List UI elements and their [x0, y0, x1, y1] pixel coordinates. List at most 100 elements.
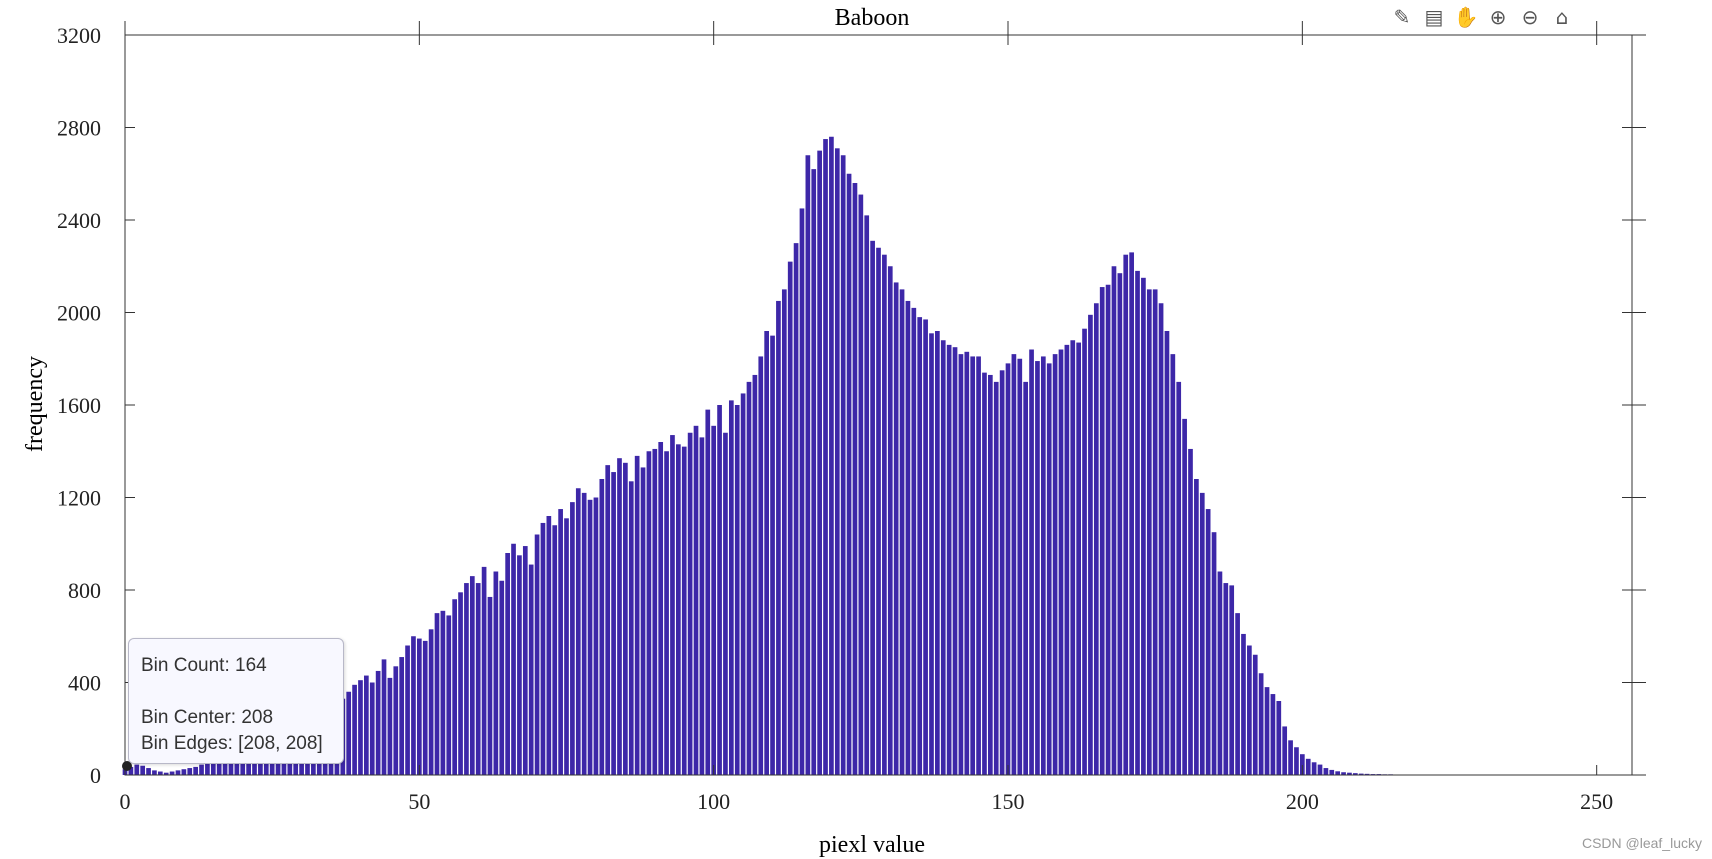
- histogram-bar: [758, 356, 764, 775]
- histogram-bar: [852, 183, 858, 775]
- x-tick-label: 100: [697, 789, 730, 814]
- y-tick-label: 400: [68, 671, 101, 696]
- histogram-bar: [752, 374, 758, 775]
- histogram-bar: [664, 451, 669, 775]
- histogram-bar: [152, 770, 157, 776]
- histogram-bar: [711, 425, 717, 775]
- histogram-bar: [216, 753, 222, 775]
- histogram-bar: [1205, 509, 1211, 775]
- histogram-bar: [770, 335, 775, 776]
- histogram-bar: [1247, 645, 1252, 775]
- histogram-bar: [946, 344, 952, 775]
- histogram-bar: [1023, 381, 1029, 776]
- histogram-bar: [681, 446, 687, 776]
- datatip-marker[interactable]: [122, 761, 132, 771]
- chart-title: Baboon: [835, 5, 910, 31]
- histogram-bar: [428, 629, 434, 775]
- x-tick-label: 250: [1580, 789, 1613, 814]
- x-tick-label: 150: [992, 789, 1025, 814]
- histogram-bar: [446, 615, 452, 775]
- histogram-bar: [1252, 654, 1258, 775]
- histogram-bar: [1170, 354, 1176, 776]
- histogram-bar: [422, 640, 428, 776]
- histogram-bar: [128, 766, 134, 775]
- histogram-bar: [899, 289, 905, 776]
- histogram-bar: [1058, 349, 1064, 775]
- histogram-bar: [575, 488, 581, 775]
- datatip-icon[interactable]: ▤: [1424, 5, 1444, 29]
- histogram-bar: [940, 340, 946, 775]
- histogram-bar: [705, 409, 711, 776]
- histogram-bar: [540, 522, 546, 775]
- x-axis-label: piexl value: [819, 832, 925, 858]
- histogram-bar: [1005, 363, 1011, 776]
- histogram-bar: [958, 354, 964, 776]
- histogram-bar: [1176, 381, 1182, 776]
- histogram-bar: [640, 467, 646, 775]
- histogram-bar: [475, 583, 481, 775]
- histogram-bar: [469, 576, 475, 776]
- histogram-bar: [1305, 758, 1311, 775]
- y-tick-label: 3200: [57, 23, 101, 48]
- histogram-bar: [658, 442, 664, 775]
- y-tick-label: 0: [90, 763, 101, 788]
- histogram-bar: [399, 657, 405, 775]
- histogram-bar: [364, 675, 369, 775]
- histogram-bar: [1146, 289, 1152, 776]
- datatip-bin-edges: Bin Edges: [208, 208]: [141, 733, 323, 754]
- histogram-bar: [646, 451, 652, 775]
- x-tick-label: 200: [1286, 789, 1319, 814]
- histogram-bar: [558, 509, 563, 775]
- histogram-bar: [952, 347, 958, 775]
- histogram-bar: [999, 370, 1005, 775]
- histogram-bar: [805, 155, 811, 775]
- histogram-bar: [505, 553, 510, 775]
- histogram-bar: [346, 691, 352, 775]
- histogram-bar: [670, 435, 675, 775]
- histogram-bar: [146, 768, 151, 775]
- zoom-in-icon[interactable]: ⊕: [1489, 5, 1507, 29]
- histogram-bar: [1282, 726, 1288, 775]
- histogram-bar: [687, 432, 693, 775]
- histogram-bar: [405, 645, 410, 775]
- histogram-bar: [1229, 585, 1235, 776]
- x-axis-ticks: 0 50 100 150 200 250: [120, 21, 1613, 814]
- histogram-bar: [140, 765, 146, 775]
- histogram-bar: [699, 437, 705, 776]
- histogram-bar: [864, 215, 870, 776]
- histogram-bar: [1052, 354, 1058, 776]
- edit-icon[interactable]: ✎: [1393, 5, 1411, 29]
- datatip-bin-center: Bin Center: 208: [141, 707, 274, 728]
- histogram-bar: [546, 516, 552, 775]
- histogram-bar: [811, 169, 817, 776]
- home-icon[interactable]: ⌂: [1555, 5, 1569, 29]
- histogram-bar: [1358, 773, 1364, 775]
- histogram-bar: [676, 444, 681, 775]
- histogram-bar: [1011, 354, 1017, 776]
- zoom-out-icon[interactable]: ⊖: [1521, 5, 1539, 29]
- histogram-bar: [1188, 448, 1193, 775]
- histogram-bar: [1152, 289, 1158, 776]
- histogram-bar: [876, 247, 881, 775]
- histogram-bar: [587, 499, 593, 775]
- histogram-bar: [1341, 772, 1346, 775]
- histogram-bar: [1258, 673, 1264, 775]
- histogram-bar: [870, 240, 875, 775]
- histogram-bar: [1099, 287, 1105, 775]
- histogram-bar: [605, 465, 611, 776]
- histogram-bar: [834, 148, 840, 775]
- histogram-bar: [493, 571, 499, 775]
- histogram-bar: [499, 580, 505, 775]
- histogram-bar: [1323, 768, 1329, 775]
- y-tick-label: 800: [68, 578, 101, 603]
- histogram-bar: [1364, 773, 1370, 775]
- histogram-bar: [517, 555, 522, 775]
- histogram-bar: [982, 372, 987, 775]
- histogram-bar: [1317, 764, 1323, 775]
- histogram-bar: [1129, 252, 1134, 776]
- histogram-bar: [964, 351, 970, 775]
- histogram-bar: [593, 497, 599, 775]
- histogram-bar: [728, 400, 734, 776]
- y-tick-label: 1600: [57, 393, 101, 418]
- pan-hand-icon[interactable]: ✋: [1453, 5, 1479, 29]
